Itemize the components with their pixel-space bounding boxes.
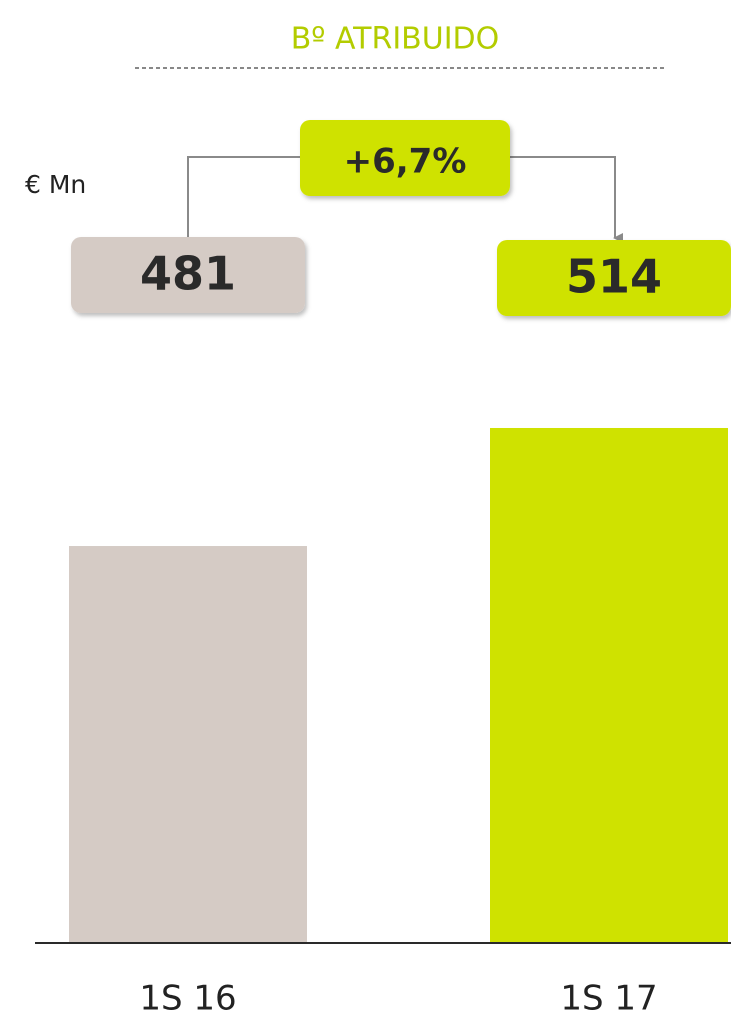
value-label-box bbox=[497, 240, 731, 316]
value-label: 481 bbox=[140, 247, 236, 301]
x-tick-label: 1S 17 bbox=[560, 979, 657, 1019]
chart-title: Bº ATRIBUIDO bbox=[291, 22, 500, 57]
connector-arrow bbox=[510, 156, 623, 243]
connector bbox=[187, 156, 300, 237]
unit-label: € Mn bbox=[25, 170, 86, 199]
x-tick-label: 1S 16 bbox=[139, 979, 236, 1019]
bar bbox=[490, 427, 728, 943]
annotation: +6,7% bbox=[344, 142, 467, 182]
bar bbox=[69, 546, 307, 943]
annotation-box bbox=[300, 120, 510, 196]
value-label-box bbox=[71, 237, 305, 313]
value-label: 514 bbox=[566, 250, 662, 304]
